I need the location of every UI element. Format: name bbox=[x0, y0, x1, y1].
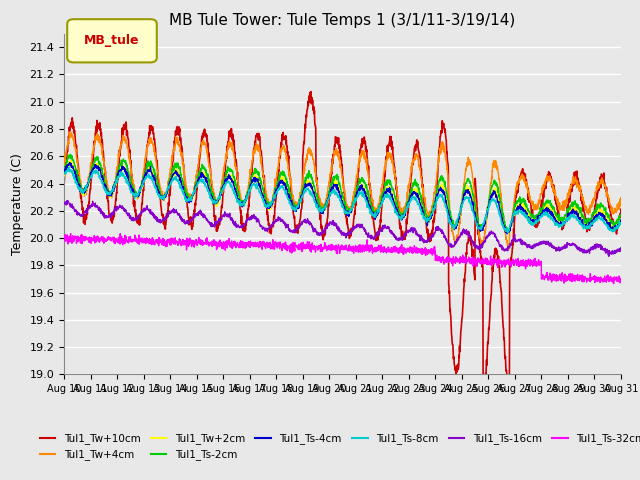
Title: MB Tule Tower: Tule Temps 1 (3/1/11-3/19/14): MB Tule Tower: Tule Temps 1 (3/1/11-3/19… bbox=[169, 13, 516, 28]
Y-axis label: Temperature (C): Temperature (C) bbox=[11, 153, 24, 255]
Text: MB_tule: MB_tule bbox=[84, 34, 140, 48]
Legend: Tul1_Tw+10cm, Tul1_Tw+4cm, Tul1_Tw+2cm, Tul1_Ts-2cm, Tul1_Ts-4cm, Tul1_Ts-8cm, T: Tul1_Tw+10cm, Tul1_Tw+4cm, Tul1_Tw+2cm, … bbox=[35, 429, 640, 465]
